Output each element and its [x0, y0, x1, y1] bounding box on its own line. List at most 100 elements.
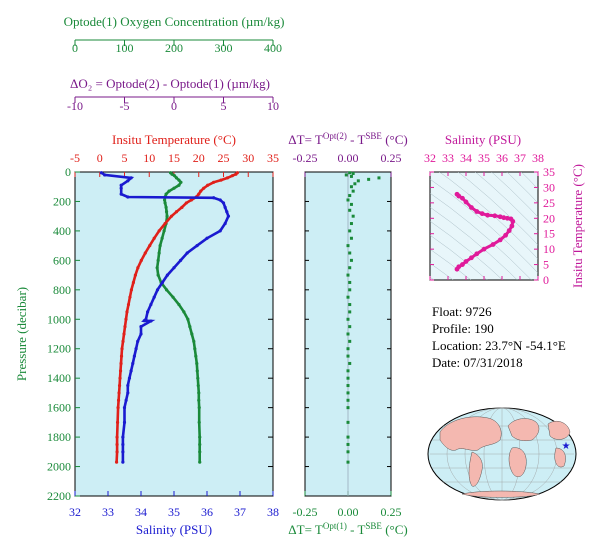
- delta-t-point: [348, 310, 352, 314]
- delta-t-point: [349, 258, 353, 262]
- salinity-point: [131, 361, 135, 366]
- ts-point: [505, 215, 510, 221]
- ts-point: [485, 212, 490, 218]
- temperature-point: [139, 258, 143, 262]
- ts-point: [456, 193, 462, 199]
- ts-point: [481, 246, 487, 252]
- oxygen-point: [165, 214, 169, 218]
- salinity-point: [121, 450, 125, 454]
- delta-t-point: [346, 198, 350, 202]
- oxygen-point: [172, 174, 177, 178]
- oxygen-point: [198, 460, 202, 464]
- salinity-point: [179, 258, 183, 262]
- temperature-point: [124, 317, 128, 321]
- oxygen-point: [158, 244, 162, 248]
- temperature-point: [197, 192, 201, 196]
- info-float: Float: 9726: [432, 304, 492, 319]
- delta-t-point: [349, 174, 353, 178]
- delta-t-point: [346, 354, 350, 358]
- salinity-point: [160, 280, 165, 285]
- delta-t-point: [348, 171, 352, 175]
- salinity-tick-label: 35: [168, 505, 180, 519]
- temperature-point: [136, 266, 140, 270]
- delta-t-top-prefix: ΔT= T: [288, 132, 323, 147]
- ts-point: [479, 211, 485, 217]
- ts-xtick-label: 36: [496, 151, 508, 165]
- main-profile-series: [99, 171, 239, 464]
- info-profile: Profile: 190: [432, 321, 494, 336]
- delta-t-point: [346, 398, 350, 402]
- temperature-point: [119, 361, 123, 366]
- delta-t-point: [348, 325, 352, 329]
- ts-point: [463, 259, 469, 264]
- delta-t-point: [356, 179, 360, 183]
- delta-t-top-tick-label: 0.00: [338, 151, 359, 165]
- salinity-tick-label: 33: [102, 505, 114, 519]
- delta-t-point: [348, 229, 352, 233]
- temperature-point: [189, 198, 193, 202]
- ts-point: [460, 195, 465, 201]
- oxygen-point: [164, 205, 168, 209]
- temperature-point: [115, 435, 119, 439]
- salinity-point: [221, 201, 226, 205]
- oxygen-point: [186, 317, 190, 321]
- temperature-point: [152, 236, 156, 240]
- salinity-point: [142, 319, 146, 323]
- temperature-tick-label: 35: [267, 151, 279, 165]
- ts-ytick-label: 10: [543, 242, 555, 256]
- temperature-point: [133, 273, 137, 277]
- ts-ytick-label: 20: [543, 211, 555, 225]
- oxygen-point: [198, 435, 202, 439]
- pressure-tick-label: 200: [53, 194, 71, 208]
- temperature-point: [117, 391, 121, 395]
- temperature-point: [129, 288, 134, 292]
- temperature-point: [128, 295, 132, 299]
- ts-point: [469, 255, 474, 261]
- delta-t-point: [351, 189, 355, 193]
- salinity-axis-label: Salinity (PSU): [136, 522, 212, 537]
- delta-t-point: [346, 273, 350, 277]
- temperature-tick-label: 5: [122, 151, 128, 165]
- temperature-point: [116, 398, 121, 402]
- salinity-point: [122, 406, 127, 410]
- oxygen-point: [174, 176, 179, 180]
- salinity-point: [126, 391, 130, 395]
- oxygen-point: [197, 406, 201, 410]
- delta-t-point: [346, 295, 350, 299]
- ts-point: [474, 251, 480, 257]
- oxygen-point: [194, 354, 198, 358]
- oxygen-point: [157, 251, 161, 255]
- ts-ytick-label: 30: [543, 180, 555, 194]
- oxygen-point: [193, 347, 197, 351]
- oxygen-point: [197, 398, 201, 402]
- delta-t-point: [346, 450, 350, 454]
- salinity-tick-label: 36: [201, 505, 213, 519]
- salinity-tick-label: 37: [234, 505, 246, 519]
- salinity-point: [139, 325, 143, 329]
- float-location-star-icon: ★: [562, 441, 571, 452]
- map-land: [439, 416, 571, 498]
- oxygen-point: [177, 302, 181, 307]
- delta-t-series: [344, 171, 381, 464]
- delta-t-point: [346, 406, 350, 410]
- ts-xtick-label: 33: [442, 151, 454, 165]
- delta-t-point: [348, 208, 352, 212]
- delta-t-point: [348, 303, 352, 307]
- temperature-point: [180, 205, 184, 209]
- temperature-tick-label: 0: [97, 151, 103, 165]
- main-profile-panel: [74, 171, 274, 497]
- temperature-point: [117, 383, 122, 388]
- temperature-point: [199, 189, 203, 193]
- delta-t-point: [348, 339, 352, 343]
- delta-t-point: [348, 251, 352, 255]
- oxygen-point: [197, 420, 201, 424]
- salinity-point: [152, 295, 156, 299]
- salinity-point: [165, 273, 169, 277]
- oxygen-point: [162, 229, 166, 233]
- oxygen-point: [164, 210, 169, 214]
- delta-t-point: [377, 176, 381, 180]
- oxygen-axis-label: Optode(1) Oxygen Concentration (µm/kg): [64, 14, 285, 29]
- delta-t-top-mid: - T: [347, 132, 366, 147]
- temperature-point: [120, 347, 124, 351]
